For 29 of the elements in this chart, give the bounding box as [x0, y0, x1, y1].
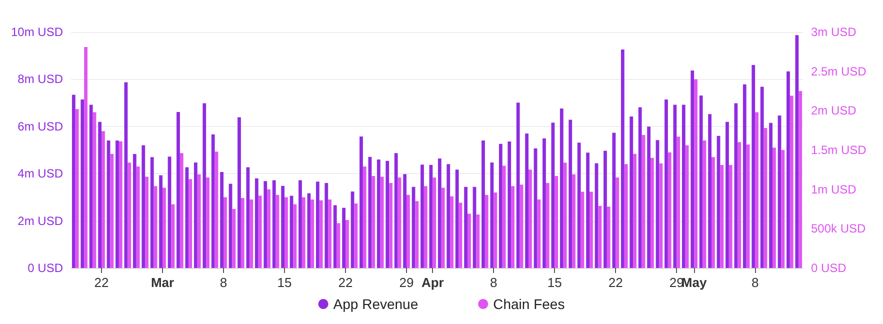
- y-tick-label: 4m USD: [18, 166, 64, 181]
- y-tick-label: 10m USD: [11, 25, 64, 39]
- x-tick-label: 29: [399, 275, 414, 290]
- x-tick-label: 8: [490, 275, 498, 290]
- x-tick-label: 22: [608, 275, 623, 290]
- x-tick-label: 8: [220, 275, 228, 290]
- y2-tick-label: 2m USD: [811, 104, 857, 118]
- x-tick-label: 22: [338, 275, 353, 290]
- y-tick-label: 6m USD: [18, 119, 64, 134]
- y2-tick-label: 0 USD: [811, 261, 847, 275]
- x-tick-label: 15: [277, 275, 292, 290]
- y2-tick-label: 3m USD: [811, 25, 857, 39]
- x-tick-label: 15: [547, 275, 562, 290]
- bar: [238, 117, 241, 268]
- x-tick-label: 22: [94, 275, 109, 290]
- x-tick-label: May: [681, 275, 708, 290]
- y2-tick-label: 2.5m USD: [811, 64, 867, 78]
- y-tick-label: 2m USD: [18, 214, 64, 228]
- x-tick-label: 8: [751, 275, 759, 290]
- bar: [620, 49, 624, 268]
- y2-tick-label: 1.5m USD: [811, 143, 867, 157]
- legend-label: Chain Fees: [493, 296, 565, 312]
- y2-tick-label: 1m USD: [811, 182, 857, 196]
- y-tick-label: 0 USD: [28, 261, 64, 275]
- y-tick-label: 8m USD: [18, 72, 64, 86]
- legend-label: App Revenue: [333, 296, 418, 312]
- x-tick-label: Apr: [421, 275, 444, 290]
- x-tick-label: Mar: [150, 275, 174, 290]
- y2-tick-label: 500k USD: [811, 222, 866, 236]
